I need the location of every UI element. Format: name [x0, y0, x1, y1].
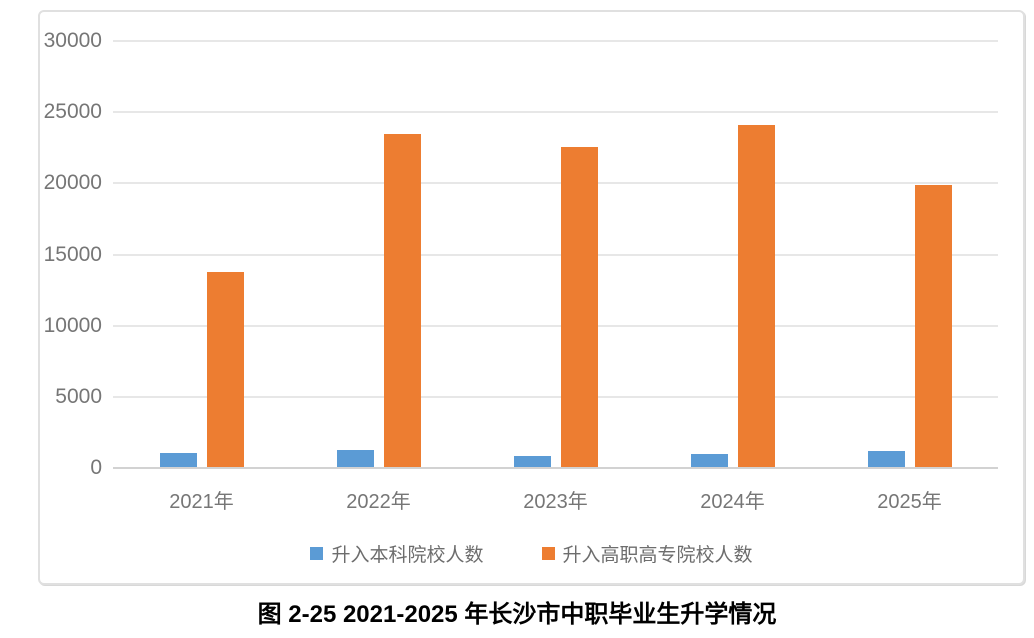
chart-title: 图 2-25 2021-2025 年长沙市中职毕业生升学情况	[257, 601, 777, 628]
x-axis-line	[113, 467, 998, 469]
x-tick-label: 2021年	[169, 491, 234, 513]
gridline	[113, 395, 998, 398]
gridline	[113, 182, 998, 185]
x-tick-label: 2022年	[346, 491, 411, 513]
plot-area	[113, 40, 998, 469]
gridline	[113, 324, 998, 327]
bar-2022年-series2	[383, 134, 421, 467]
bar-2024年-series2	[737, 125, 775, 467]
gridline	[113, 253, 998, 256]
y-tick-label: 20000	[43, 171, 102, 195]
bar-2021年-series1	[159, 453, 197, 467]
bar-2025年-series2	[914, 185, 952, 467]
legend-swatch-icon	[541, 547, 555, 560]
gridline	[113, 111, 998, 114]
legend-item-series2: 升入高职高专院校人数	[541, 540, 753, 567]
x-tick-label: 2023年	[523, 491, 588, 513]
gridline	[113, 40, 998, 42]
bar-2021年-series2	[206, 272, 244, 467]
y-tick-label: 5000	[55, 384, 102, 408]
bar-2023年-series2	[560, 147, 598, 467]
legend-swatch-icon	[310, 547, 324, 560]
x-tick-label: 2025年	[877, 491, 942, 513]
bar-2025年-series1	[867, 451, 905, 467]
chart-panel: 0 5000 10000 15000 20000 25000 30000 2021年 2022…	[38, 10, 1025, 585]
y-tick-label: 0	[90, 456, 102, 479]
bar-2022年-series1	[336, 450, 374, 467]
legend-item-series1: 升入本科院校人数	[310, 540, 484, 567]
y-tick-label: 25000	[43, 100, 102, 124]
y-tick-label: 10000	[43, 313, 102, 337]
legend-label: 升入高职高专院校人数	[562, 545, 753, 566]
bar-2024年-series1	[690, 454, 728, 467]
legend-label: 升入本科院校人数	[331, 545, 484, 566]
bar-2023年-series1	[513, 456, 551, 467]
y-tick-label: 15000	[43, 242, 102, 266]
x-tick-label: 2024年	[700, 491, 765, 513]
y-tick-label: 30000	[43, 29, 102, 52]
legend: 升入本科院校人数 升入高职高专院校人数	[40, 540, 1023, 567]
